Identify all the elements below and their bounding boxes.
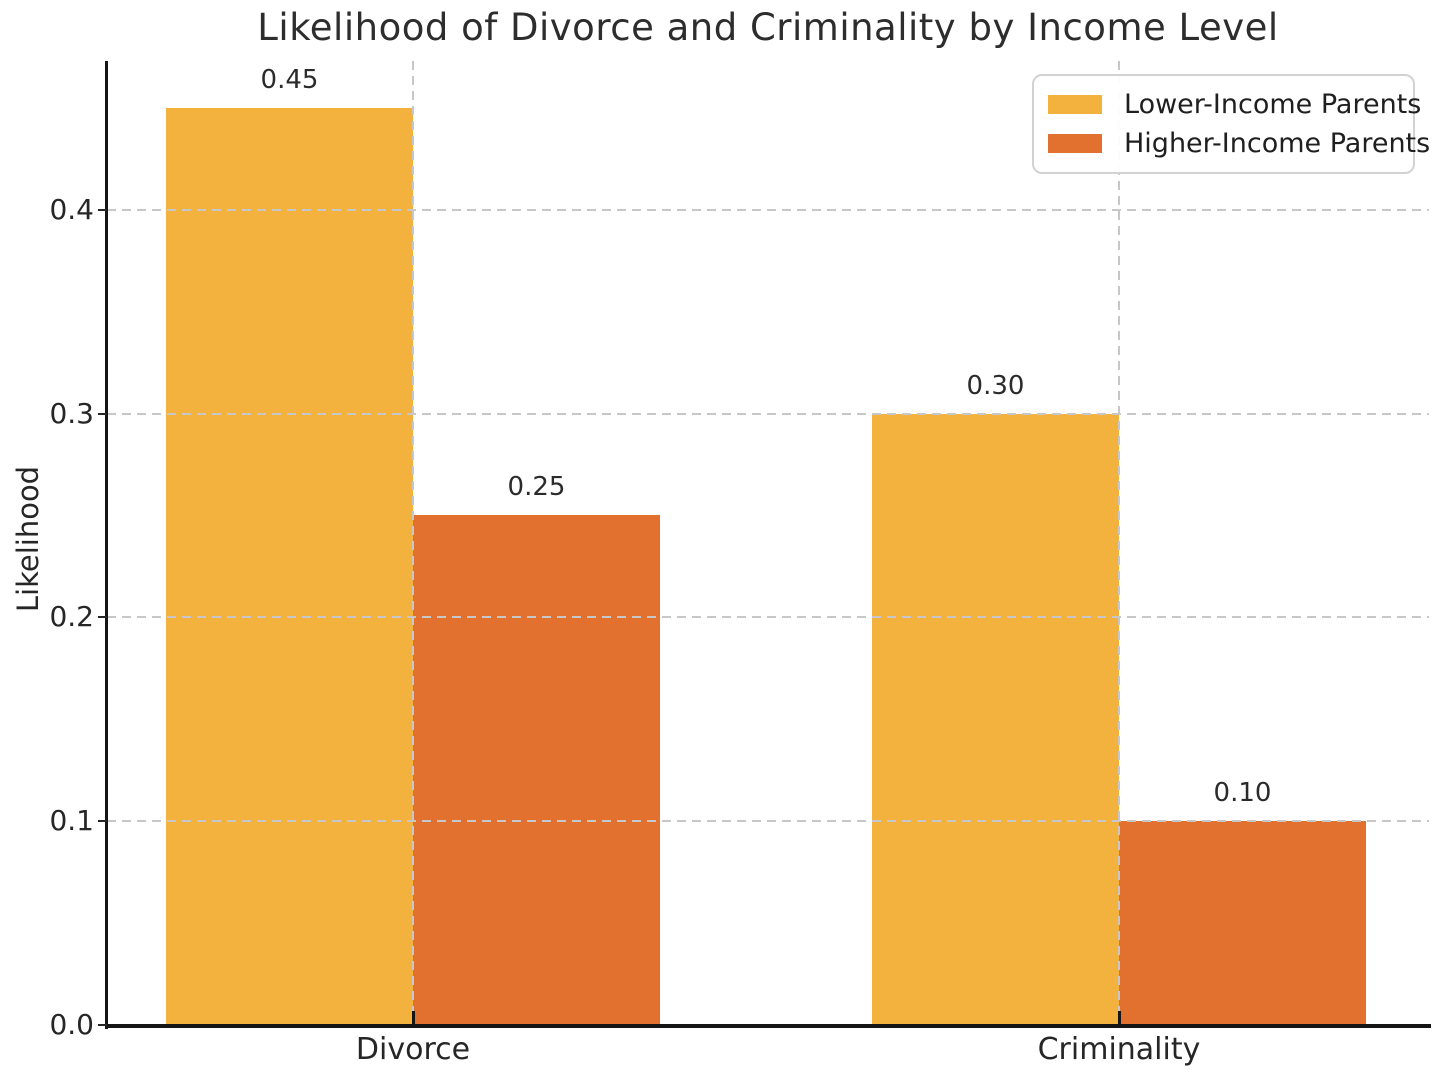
bar-criminality-lower-income: [872, 413, 1119, 1025]
bar-divorce-lower-income: [166, 107, 413, 1025]
x-tick-mark: [412, 1011, 415, 1025]
y-tick-mark: [98, 208, 107, 211]
y-tick-label: 0.3: [49, 396, 94, 430]
legend: Lower-Income Parents Higher-Income Parent…: [1032, 74, 1430, 174]
bar-value-label: 0.45: [260, 64, 319, 95]
legend-label: Higher-Income Parents: [1124, 128, 1431, 159]
legend-swatch-icon: [1048, 134, 1102, 153]
gridline-horizontal: [107, 616, 1429, 619]
x-tick-mark: [1118, 1011, 1121, 1025]
y-tick-mark: [98, 616, 107, 619]
x-tick-label: Criminality: [1037, 1032, 1201, 1067]
y-axis-label: Likelihood: [11, 465, 45, 613]
gridline-vertical: [412, 61, 414, 1025]
y-tick-label: 0.4: [49, 192, 94, 226]
y-tick-label: 0.0: [49, 1008, 94, 1041]
bar-value-label: 0.30: [966, 370, 1025, 401]
x-axis-spine: [105, 1024, 1431, 1028]
gridline-vertical: [1118, 61, 1120, 1025]
legend-swatch-icon: [1048, 95, 1102, 114]
y-axis-spine: [105, 61, 108, 1029]
legend-entry: Lower-Income Parents: [1048, 87, 1421, 122]
y-tick-mark: [98, 412, 107, 415]
bar-divorce-higher-income: [413, 515, 660, 1025]
y-tick-label: 0.1: [49, 804, 94, 838]
gridline-horizontal: [107, 208, 1429, 211]
y-tick-label: 0.2: [49, 600, 94, 634]
x-tick-label: Divorce: [355, 1032, 471, 1067]
y-tick-mark: [98, 820, 107, 823]
gridline-horizontal: [107, 820, 1429, 823]
bar-value-label: 0.25: [507, 472, 566, 503]
legend-label: Lower-Income Parents: [1124, 89, 1422, 120]
chart-title: Likelihood of Divorce and Criminality by…: [257, 6, 1279, 49]
bar-criminality-higher-income: [1119, 821, 1366, 1025]
legend-entry: Higher-Income Parents: [1048, 126, 1430, 161]
gridline-horizontal: [107, 412, 1429, 415]
y-tick-mark: [98, 1024, 107, 1026]
bar-value-label: 0.10: [1213, 778, 1272, 809]
